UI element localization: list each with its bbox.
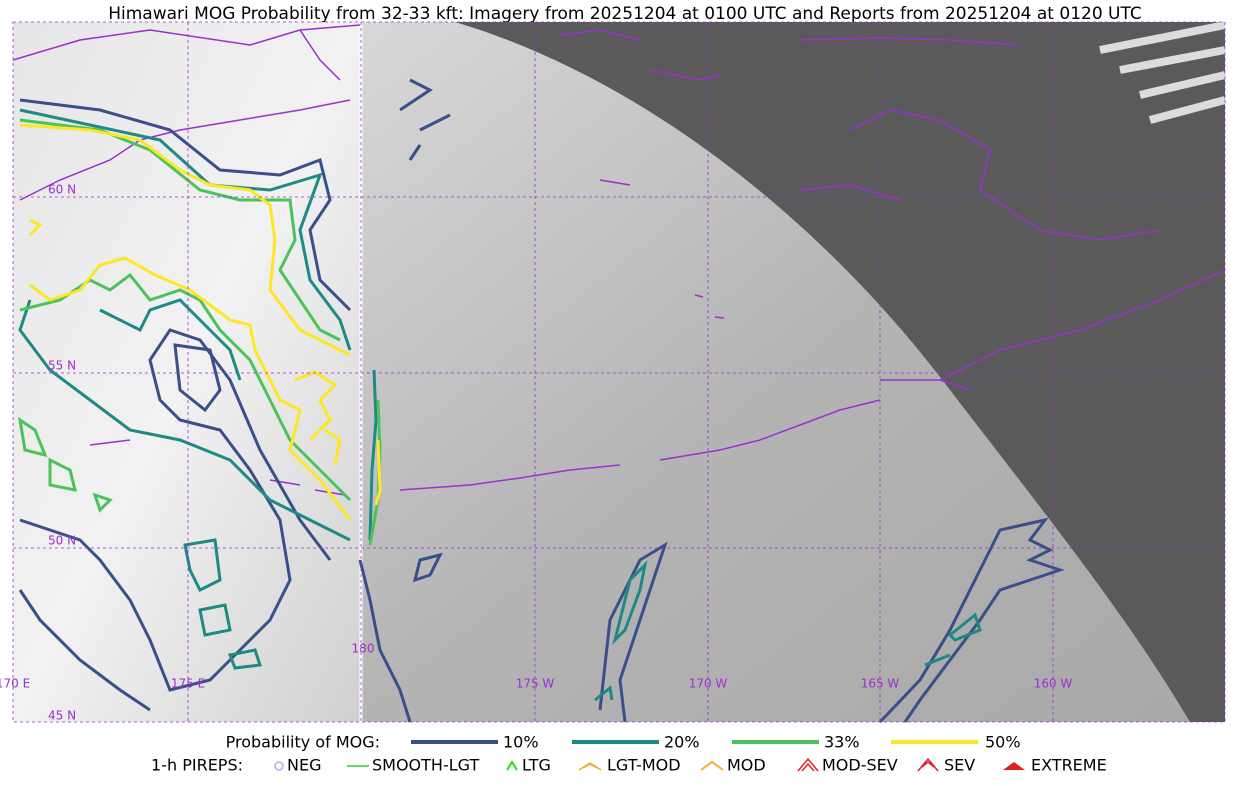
coastlines [12, 24, 1226, 496]
icon-extreme [1003, 762, 1025, 770]
legend-title: Probability of MOG: [226, 733, 380, 752]
legend-label: 33% [824, 733, 860, 752]
lon-label: 180 [352, 642, 375, 656]
legend-label: EXTREME [1031, 756, 1107, 775]
legend-label: MOD [727, 756, 766, 775]
icon-neg [274, 761, 284, 771]
lon-label: 175 W [516, 677, 555, 691]
lat-label: 45 N [48, 709, 76, 723]
icon-sev [917, 757, 939, 772]
lon-label: 170 E [0, 677, 30, 691]
legend-label: 10% [503, 733, 539, 752]
legend-label: MOD-SEV [822, 756, 898, 775]
legend-label: SEV [944, 756, 975, 775]
space-region [455, 22, 1225, 722]
legend-label: NEG [287, 756, 321, 775]
graticule [12, 21, 1226, 723]
legend-label: 20% [664, 733, 700, 752]
lat-label: 55 N [48, 359, 76, 373]
legend-label: 50% [985, 733, 1021, 752]
icon-ltg [506, 760, 518, 771]
noise-streaks [1099, 21, 1227, 124]
icon-lgt-mod [578, 762, 602, 771]
legend-label: LTG [522, 756, 551, 775]
legend-label: LGT-MOD [607, 756, 681, 775]
title: Himawari MOG Probability from 32-33 kft:… [108, 4, 1142, 24]
lat-label: 50 N [48, 534, 76, 548]
contours [17, 78, 1065, 724]
map: 60 N 55 N 50 N 45 N 170 E 175 E 180 175 … [0, 21, 1227, 724]
lon-label: 165 W [861, 677, 900, 691]
lon-label: 175 E [171, 677, 205, 691]
lon-label: 160 W [1034, 677, 1073, 691]
lon-label: 170 W [689, 677, 728, 691]
legend-label: SMOOTH-LGT [372, 756, 479, 775]
lat-label: 60 N [48, 183, 76, 197]
icon-mod-sev [797, 757, 819, 772]
imagery-left [13, 22, 361, 722]
legend: Probability of MOG: 10% 20% 33% 50% 1-h … [151, 733, 1107, 775]
icon-mod [700, 760, 724, 771]
legend-title: 1-h PIREPS: [151, 756, 243, 775]
